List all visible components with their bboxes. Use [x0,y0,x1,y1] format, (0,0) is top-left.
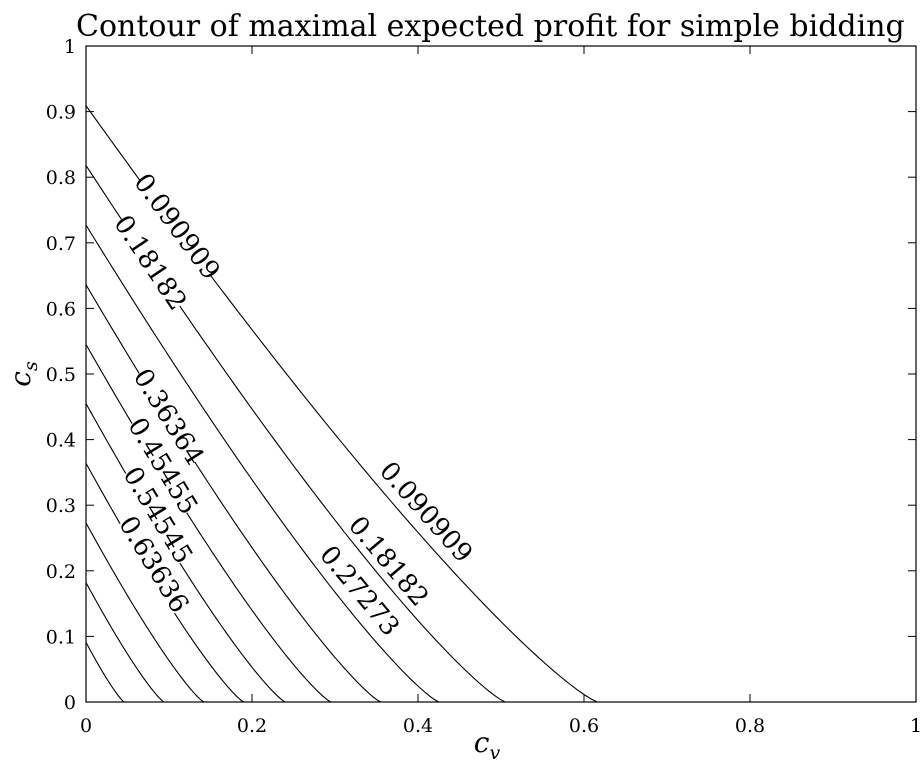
x-tick-label: 0.2 [237,715,267,737]
y-tick-label: 0.1 [46,626,76,648]
plot-frame [85,45,917,703]
y-tick-label: 0 [64,692,76,714]
contour-label-mask [128,364,210,469]
x-axis-label: cv [474,726,501,764]
contour-label-mask [130,170,225,283]
contour-line [85,642,125,703]
y-axis-label: cs [4,361,42,387]
contour-label-mask [118,462,199,568]
chart-title: Contour of maximal expected profit for s… [76,9,905,44]
x-tick-label: 0.6 [569,715,599,737]
y-tick-label: 0.4 [46,430,76,452]
y-axis-ticks: 0 0.1 0.2 0.3 0.4 0.5 0.6 0.7 0.8 0.9 1 [46,36,916,714]
contour-label-mask [343,511,435,611]
y-tick-label: 0.6 [46,298,76,320]
contour-line [85,224,440,703]
contour-label-mask [113,511,195,617]
x-tick-label: 0 [80,715,92,737]
y-tick-label: 0.8 [46,167,76,189]
x-tick-label: 1 [910,715,922,737]
y-tick-label: 0.3 [46,495,76,517]
contour-label-mask [314,540,405,641]
contour-line [85,582,165,703]
contour-label-mask [109,210,193,315]
contour-line [85,344,332,703]
contour-line [85,403,286,703]
contour-label-mask [123,413,204,519]
x-tick-label: 0.4 [403,715,433,737]
y-tick-label: 0.5 [46,364,76,386]
contour-line [85,522,205,703]
y-tick-label: 1 [64,36,76,58]
contour-label-mask [375,457,477,566]
x-axis-ticks: 0 0.2 0.4 0.6 0.8 1 [80,46,922,737]
y-tick-label: 0.7 [46,233,76,255]
contour-labels: 0.0909090.0909090.181820.181820.272730.3… [107,168,478,642]
y-tick-label: 0.2 [46,561,76,583]
y-tick-label: 0.9 [46,102,76,124]
contour-line [85,284,381,703]
x-tick-label: 0.8 [735,715,765,737]
